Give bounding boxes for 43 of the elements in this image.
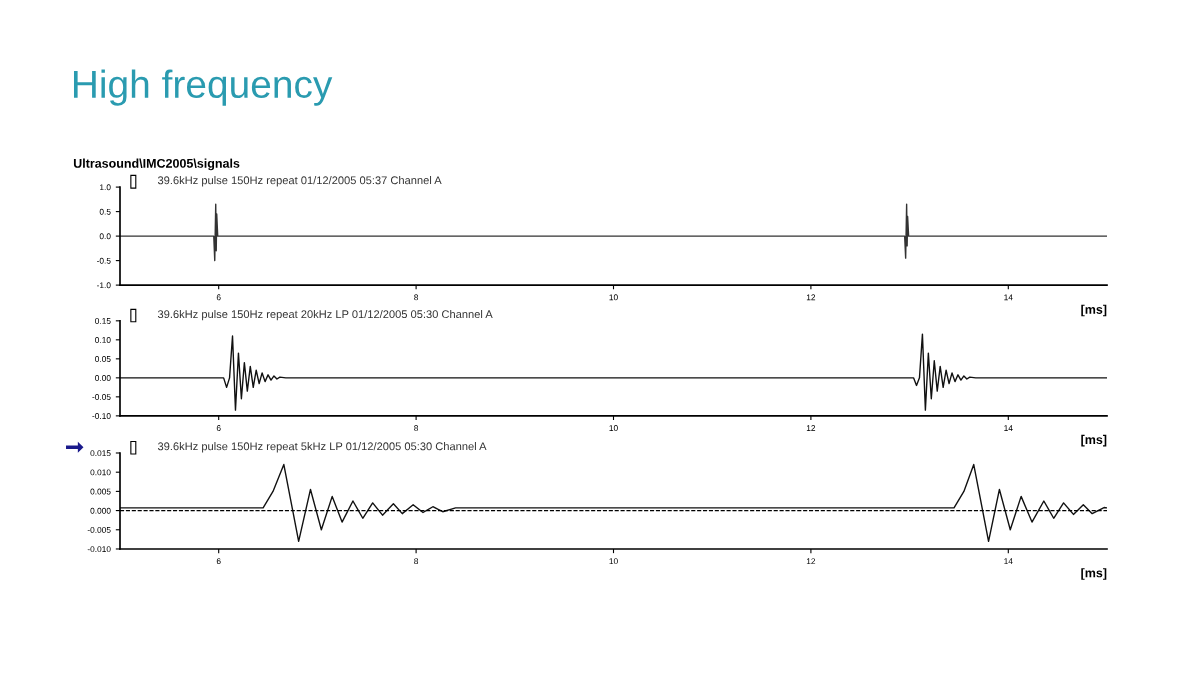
x-tick-label: 8 (414, 294, 419, 301)
y-tick-label: 0.15 (95, 318, 111, 324)
y-tick-label: -0.5 (96, 257, 111, 264)
chart-title: 39.6kHz pulse 150Hz repeat 20kHz LP 01/12/2005 05:30 Channel A (157, 309, 493, 321)
x-tick-label: 10 (609, 425, 618, 432)
x-axis-title: [ms] (1081, 304, 1107, 317)
x-tick-label: 6 (216, 425, 221, 432)
x-tick-label: 8 (414, 558, 419, 565)
x-tick-label: 12 (806, 558, 816, 565)
x-tick-label: 10 (609, 558, 618, 565)
y-tick-label: 0.000 (90, 507, 111, 514)
y-tick-label: -0.005 (87, 526, 111, 533)
chart-title: 39.6kHz pulse 150Hz repeat 01/12/2005 05:37 Channel A (157, 176, 442, 187)
y-tick-label: -0.10 (92, 413, 111, 419)
x-tick-label: 6 (216, 294, 221, 301)
x-tick-label: 6 (216, 558, 221, 565)
y-tick-label: -0.010 (87, 546, 111, 553)
x-tick-label: 12 (806, 294, 816, 301)
x-tick-label: 14 (1004, 294, 1013, 301)
y-tick-label: 0.0 (99, 233, 111, 240)
x-tick-label: 14 (1004, 425, 1013, 431)
x-tick-label: 12 (806, 425, 816, 431)
x-tick-label: 14 (1004, 558, 1013, 565)
x-axis-title: [ms] (1081, 568, 1107, 580)
y-tick-label: 0.10 (95, 337, 111, 343)
x-tick-label: 8 (414, 425, 419, 432)
chart-title: 39.6kHz pulse 150Hz repeat 5kHz LP 01/12/2005 05:30 Channel A (157, 442, 487, 453)
y-tick-label: 0.005 (90, 488, 111, 495)
y-tick-label: -0.05 (92, 394, 111, 400)
line-series (120, 203, 1107, 262)
y-tick-label: 0.00 (95, 375, 111, 381)
y-tick-label: 0.015 (90, 450, 111, 457)
y-tick-label: 0.010 (90, 469, 111, 476)
text: Ultrasound\IMC2005\signals (73, 158, 240, 171)
y-tick-label: 0.5 (99, 208, 111, 215)
line-series (120, 333, 1107, 411)
x-tick-label: 10 (609, 294, 618, 301)
x-axis-title: [ms] (1081, 434, 1107, 447)
line-series (120, 463, 1107, 542)
y-tick-label: -1.0 (96, 282, 111, 289)
text: High frequency (73, 69, 333, 106)
y-tick-label: 1.0 (100, 184, 111, 191)
y-tick-label: 0.05 (95, 356, 111, 362)
